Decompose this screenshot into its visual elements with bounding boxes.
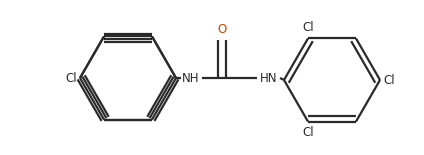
Text: O: O	[218, 23, 226, 36]
Text: HN: HN	[260, 71, 278, 84]
Text: Cl: Cl	[302, 21, 314, 34]
Text: NH: NH	[182, 71, 200, 84]
Text: Cl: Cl	[65, 71, 77, 84]
Text: Cl: Cl	[302, 126, 314, 139]
Text: Cl: Cl	[383, 73, 395, 86]
